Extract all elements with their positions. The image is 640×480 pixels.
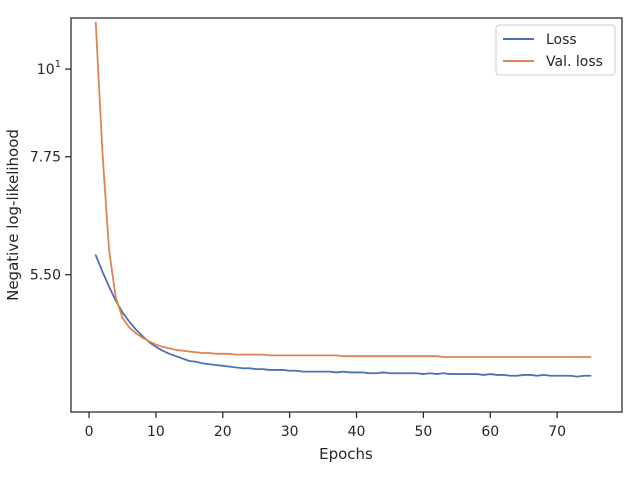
x-tick-label: 60	[481, 424, 499, 440]
y-tick-label: 5.50	[30, 268, 61, 284]
x-tick-label: 0	[85, 424, 94, 440]
y-tick-label: 101	[37, 59, 61, 78]
x-tick-label: 10	[147, 424, 165, 440]
x-tick-label: 50	[414, 424, 432, 440]
series-line-1	[94, 21, 592, 358]
x-tick-label: 40	[348, 424, 366, 440]
x-axis: 0 10 20 30 40 50 60 70	[85, 412, 566, 440]
x-axis-label: Epochs	[319, 445, 373, 463]
legend-label-1: Val. loss	[546, 54, 603, 70]
y-axis: 5.50 7.75 101	[30, 59, 71, 284]
legend-label-0: Loss	[546, 32, 577, 48]
y-tick-label: 7.75	[30, 150, 61, 166]
x-tick-label: 30	[281, 424, 299, 440]
y-tick-label-exponent: 1	[55, 59, 61, 70]
y-axis-label: Negative log-likelihood	[4, 129, 22, 301]
y-tick-label-base: 10	[37, 62, 55, 78]
series-line-0	[94, 254, 592, 378]
x-tick-label: 20	[214, 424, 232, 440]
series-layer	[94, 21, 592, 378]
legend: Loss Val. loss	[495, 24, 616, 76]
x-tick-label: 70	[548, 424, 566, 440]
plot-area	[71, 18, 622, 412]
plot-frame	[70, 17, 623, 413]
legend-box	[495, 24, 616, 76]
